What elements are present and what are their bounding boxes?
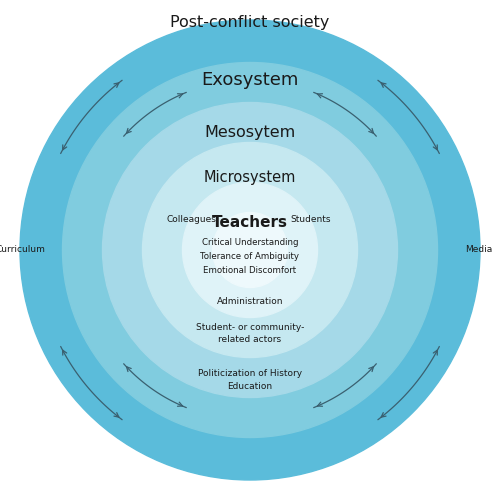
Circle shape xyxy=(182,182,318,318)
Text: Post-conflict society: Post-conflict society xyxy=(170,15,330,30)
Circle shape xyxy=(102,102,398,398)
Text: Politicization of History
Education: Politicization of History Education xyxy=(198,369,302,391)
Text: Colleagues: Colleagues xyxy=(166,214,216,224)
Circle shape xyxy=(20,20,480,480)
Text: Exosystem: Exosystem xyxy=(202,71,298,89)
Text: Mesosytem: Mesosytem xyxy=(204,125,296,140)
Text: Students: Students xyxy=(291,214,331,224)
Text: Curriculum: Curriculum xyxy=(0,246,45,254)
Text: Administration: Administration xyxy=(217,296,283,306)
Circle shape xyxy=(62,62,438,438)
Text: Teachers: Teachers xyxy=(212,215,288,230)
Text: Critical Understanding
Tolerance of Ambiguity
Emotional Discomfort: Critical Understanding Tolerance of Ambi… xyxy=(200,238,300,275)
Text: Student- or community-
related actors: Student- or community- related actors xyxy=(196,323,304,344)
Text: Microsystem: Microsystem xyxy=(204,170,296,185)
Text: Media: Media xyxy=(466,246,492,254)
Circle shape xyxy=(142,142,358,358)
Circle shape xyxy=(212,212,288,288)
